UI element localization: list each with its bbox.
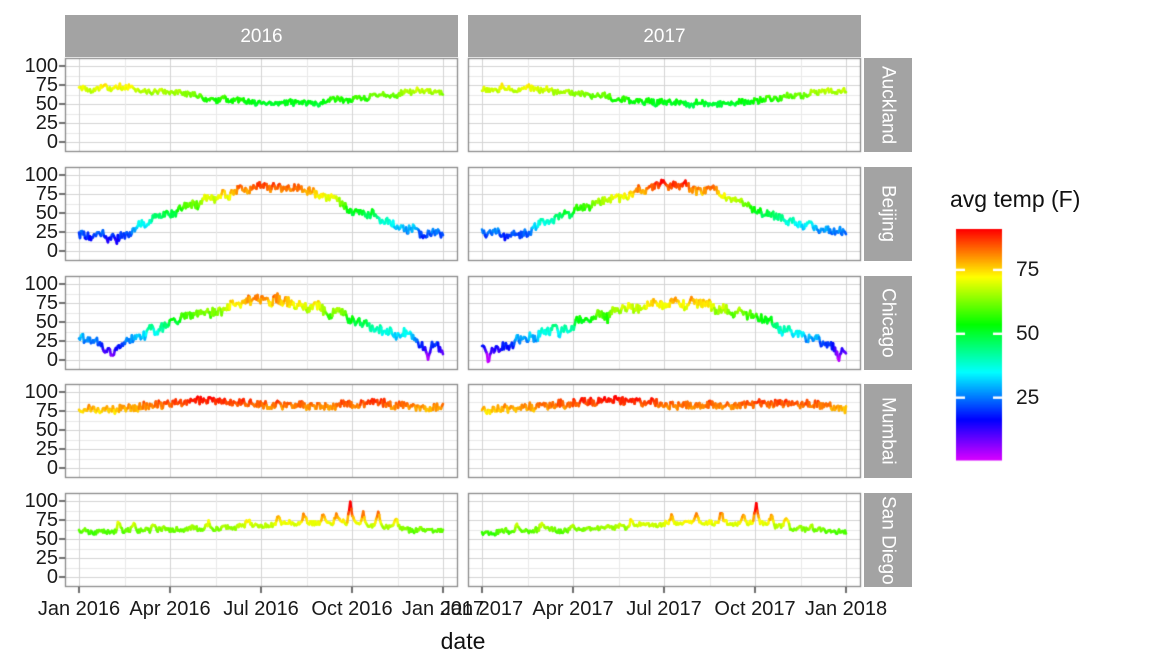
legend-tick-label: 75 — [1016, 257, 1040, 281]
facet-strip-label: Beijing — [877, 185, 899, 243]
x-tick-label: Jul 2016 — [223, 598, 299, 620]
x-tick-label: Jul 2017 — [626, 598, 702, 620]
y-tick-label: 25 — [35, 112, 58, 134]
y-tick-label: 100 — [24, 490, 58, 512]
y-tick-label: 75 — [35, 400, 58, 422]
facet-strip-label: Auckland — [877, 65, 899, 145]
y-tick-label: 100 — [24, 273, 58, 295]
y-tick-label: 100 — [24, 55, 58, 77]
facet-strip-label: Chicago — [877, 288, 899, 358]
x-tick-label: Oct 2016 — [311, 598, 393, 620]
facet-strip-label: San Diego — [877, 495, 899, 585]
x-tick-label: Oct 2017 — [714, 598, 796, 620]
y-tick-label: 0 — [46, 566, 58, 588]
facet-strip-label: Mumbai — [877, 397, 899, 465]
facet-strip-label: 2016 — [240, 25, 283, 47]
facet-strip-year-2016: 2016 — [65, 15, 458, 57]
legend-tick-label: 25 — [1016, 385, 1040, 409]
y-tick-label: 25 — [35, 330, 58, 352]
y-tick-label: 0 — [46, 349, 58, 371]
y-tick-label: 50 — [35, 93, 58, 115]
y-tick-label: 0 — [46, 457, 58, 479]
x-tick-label: Jan 2016 — [37, 598, 121, 620]
facet-strip-auckland: Auckland — [864, 58, 912, 152]
y-tick-label: 75 — [35, 183, 58, 205]
y-tick-label: 50 — [35, 528, 58, 550]
facet-strip-mumbai: Mumbai — [864, 384, 912, 478]
y-tick-label: 25 — [35, 438, 58, 460]
x-tick-label: Jan 2018 — [804, 598, 888, 620]
y-tick-label: 25 — [35, 547, 58, 569]
y-tick-label: 25 — [35, 221, 58, 243]
y-tick-label: 0 — [46, 131, 58, 153]
y-tick-label: 0 — [46, 240, 58, 262]
y-tick-label: 100 — [24, 164, 58, 186]
y-tick-label: 50 — [35, 202, 58, 224]
x-tick-label: Jan 2017 — [440, 598, 524, 620]
y-tick-label: 100 — [24, 381, 58, 403]
y-tick-label: 50 — [35, 419, 58, 441]
y-tick-label: 75 — [35, 509, 58, 531]
x-tick-label: Apr 2016 — [129, 598, 211, 620]
facet-strip-chicago: Chicago — [864, 276, 912, 370]
facet-strip-label: 2017 — [643, 25, 686, 47]
x-tick-label: Jan 2017 — [401, 598, 485, 620]
legend-title: avg temp (F) — [950, 186, 1081, 212]
facet-strip-san-diego: San Diego — [864, 493, 912, 587]
y-tick-label: 75 — [35, 74, 58, 96]
legend-tick-label: 50 — [1016, 321, 1040, 345]
x-axis-title: date — [440, 628, 486, 654]
facet-strip-beijing: Beijing — [864, 167, 912, 261]
x-tick-label: Apr 2017 — [532, 598, 614, 620]
y-tick-label: 50 — [35, 311, 58, 333]
facet-strip-year-2017: 2017 — [468, 15, 861, 57]
y-tick-label: 75 — [35, 292, 58, 314]
